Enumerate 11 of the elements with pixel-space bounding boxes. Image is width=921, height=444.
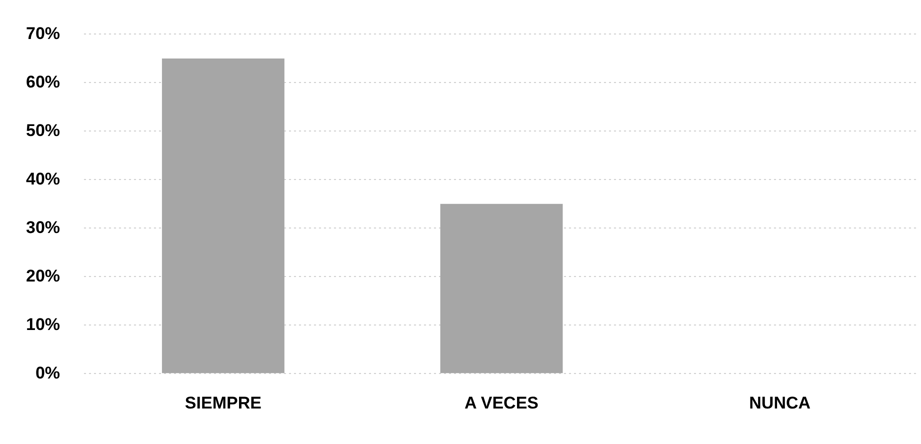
y-tick-label: 20% [26,266,60,286]
y-tick-label: 60% [26,72,60,92]
y-tick-label: 10% [26,314,60,334]
x-tick-label: A VECES [464,393,539,412]
y-tick-label: 70% [26,24,60,43]
x-tick-label: SIEMPRE [184,393,262,412]
y-tick-label: 40% [26,169,60,188]
y-tick-label: 50% [26,120,60,140]
y-tick-label: 0% [35,363,60,382]
x-tick-label: NUNCA [749,393,811,412]
y-tick-label: 30% [26,218,60,237]
